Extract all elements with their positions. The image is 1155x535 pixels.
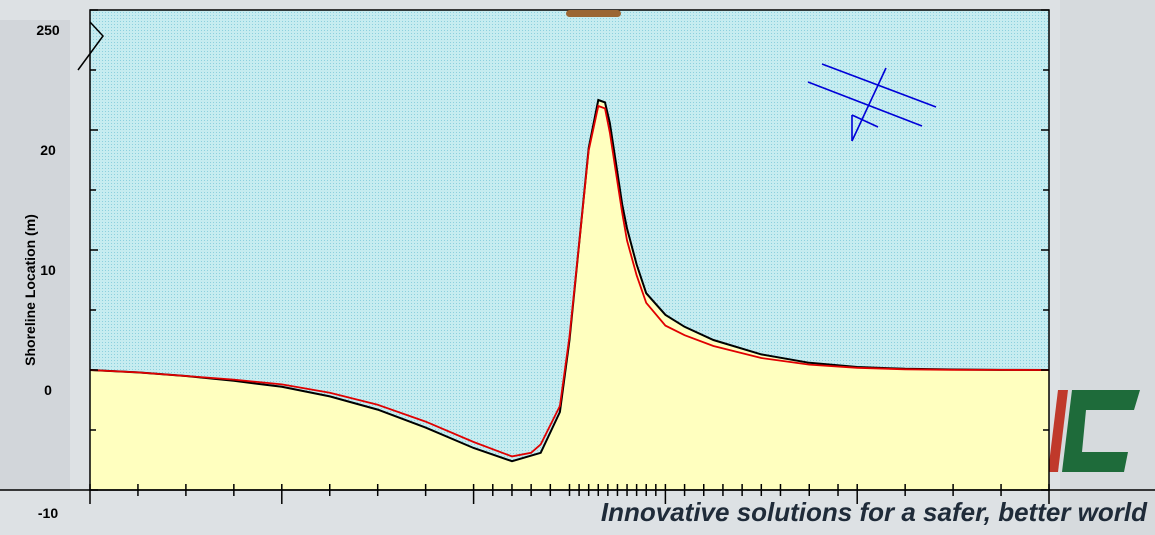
y-tick-label: 250 bbox=[36, 22, 60, 38]
x-axis bbox=[0, 484, 1155, 504]
y-tick-label: 20 bbox=[40, 142, 56, 158]
land-area bbox=[90, 100, 1049, 490]
wave-direction-icon bbox=[807, 63, 937, 142]
y-axis: -10 0 10 20 250 bbox=[36, 9, 1049, 521]
y-tick-label: 10 bbox=[40, 262, 56, 278]
y-tick-label: -10 bbox=[38, 505, 58, 521]
series-group bbox=[89, 98, 1050, 463]
logo-fragment bbox=[1048, 390, 1140, 472]
series-line-black bbox=[89, 98, 1050, 463]
axis-break-icon bbox=[77, 21, 104, 71]
y-axis-label: Shoreline Location (m) bbox=[22, 214, 38, 366]
structure-marker bbox=[566, 10, 621, 17]
series-line-red bbox=[89, 104, 1050, 458]
y-tick-label: 0 bbox=[44, 382, 52, 398]
tagline: Innovative solutions for a safer, better… bbox=[600, 497, 1147, 527]
